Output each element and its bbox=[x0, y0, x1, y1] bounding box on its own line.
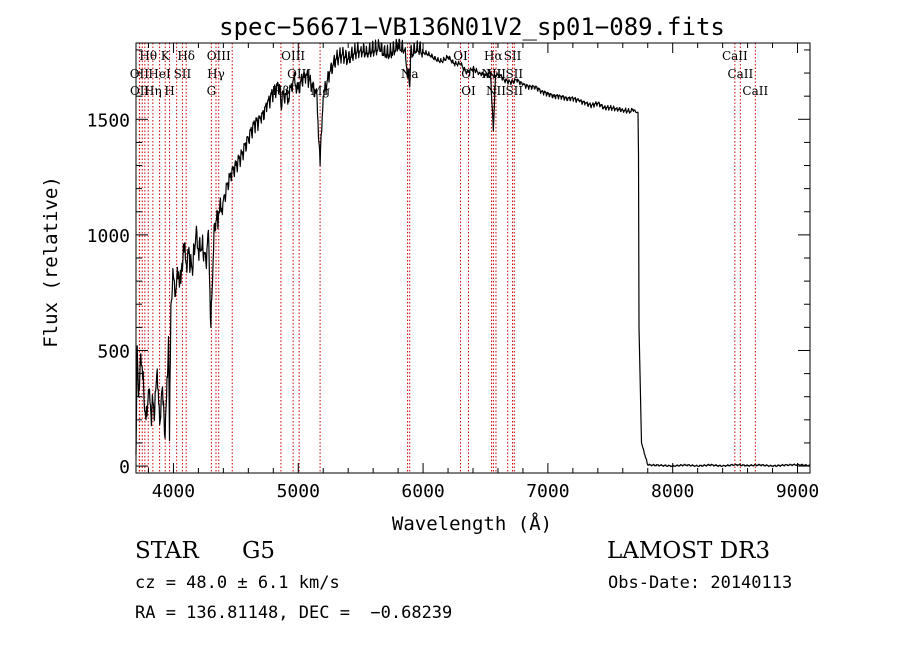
spectral-line-markers bbox=[138, 43, 756, 473]
spectral-line-label: OII bbox=[130, 84, 150, 98]
axis-ticks bbox=[136, 43, 810, 473]
x-tick-label: 7000 bbox=[526, 481, 569, 502]
x-tick-label: 4000 bbox=[152, 481, 195, 502]
chart-title: spec−56671−VB136N01V2_sp01−089.fits bbox=[219, 13, 725, 41]
spectral-line-label: HeI bbox=[148, 67, 171, 81]
spectral-line-label: Hδ bbox=[177, 49, 195, 63]
axis-tick-labels: 4000 5000 6000 7000 8000 9000 0 500 1000 1500 bbox=[87, 110, 820, 502]
spectral-line-label: OIII bbox=[207, 49, 231, 63]
spectral-line-label: OI bbox=[453, 49, 468, 63]
x-tick-label: 8000 bbox=[651, 481, 694, 502]
y-tick-label: 1500 bbox=[87, 110, 130, 131]
observation-date: Obs-Date: 20140113 bbox=[608, 573, 793, 593]
spectral-line-label: CaII bbox=[727, 67, 753, 81]
x-tick-label: 5000 bbox=[277, 481, 320, 502]
spectral-line-label: Hθ bbox=[139, 49, 157, 63]
y-tick-label: 500 bbox=[97, 341, 130, 362]
spectral-line-label: OII bbox=[130, 67, 150, 81]
x-tick-label: 6000 bbox=[401, 481, 444, 502]
y-axis-label: Flux (relative) bbox=[40, 176, 62, 348]
spectral-line-label: CaII bbox=[742, 84, 768, 98]
spectral-line-label: G bbox=[207, 84, 217, 98]
plot-frame bbox=[135, 42, 811, 474]
object-type: STAR bbox=[135, 538, 199, 564]
spectral-line-label: OIII bbox=[281, 49, 305, 63]
spectral-line-label: OI bbox=[461, 84, 476, 98]
spectral-line-label: Hη bbox=[144, 84, 162, 98]
spectral-line-label: SII bbox=[504, 49, 522, 63]
redshift-velocity: cz = 48.0 ± 6.1 km/s bbox=[135, 573, 340, 593]
object-subclass: G5 bbox=[242, 538, 276, 564]
x-axis-label: Wavelength (Å) bbox=[392, 512, 552, 535]
spectral-line-label: K bbox=[161, 49, 171, 63]
spectral-line-label: Hα bbox=[484, 49, 503, 63]
spectrum-line bbox=[135, 38, 811, 468]
spectral-line-label: NII bbox=[481, 67, 501, 81]
spectral-line-label: NII bbox=[486, 84, 506, 98]
spectral-line-label: Hγ bbox=[207, 67, 225, 81]
spectral-line-label: CaII bbox=[722, 49, 748, 63]
coordinates: RA = 136.81148, DEC = −0.68239 bbox=[135, 603, 453, 623]
y-tick-label: 0 bbox=[119, 457, 130, 478]
y-tick-label: 1000 bbox=[87, 226, 130, 247]
spectral-line-label: H bbox=[164, 84, 174, 98]
x-tick-label: 9000 bbox=[776, 481, 819, 502]
spectral-line-label: SII bbox=[174, 67, 192, 81]
survey-name: LAMOST DR3 bbox=[607, 538, 771, 564]
spectral-line-label: SII bbox=[505, 84, 523, 98]
spectral-line-label: SII bbox=[505, 67, 523, 81]
